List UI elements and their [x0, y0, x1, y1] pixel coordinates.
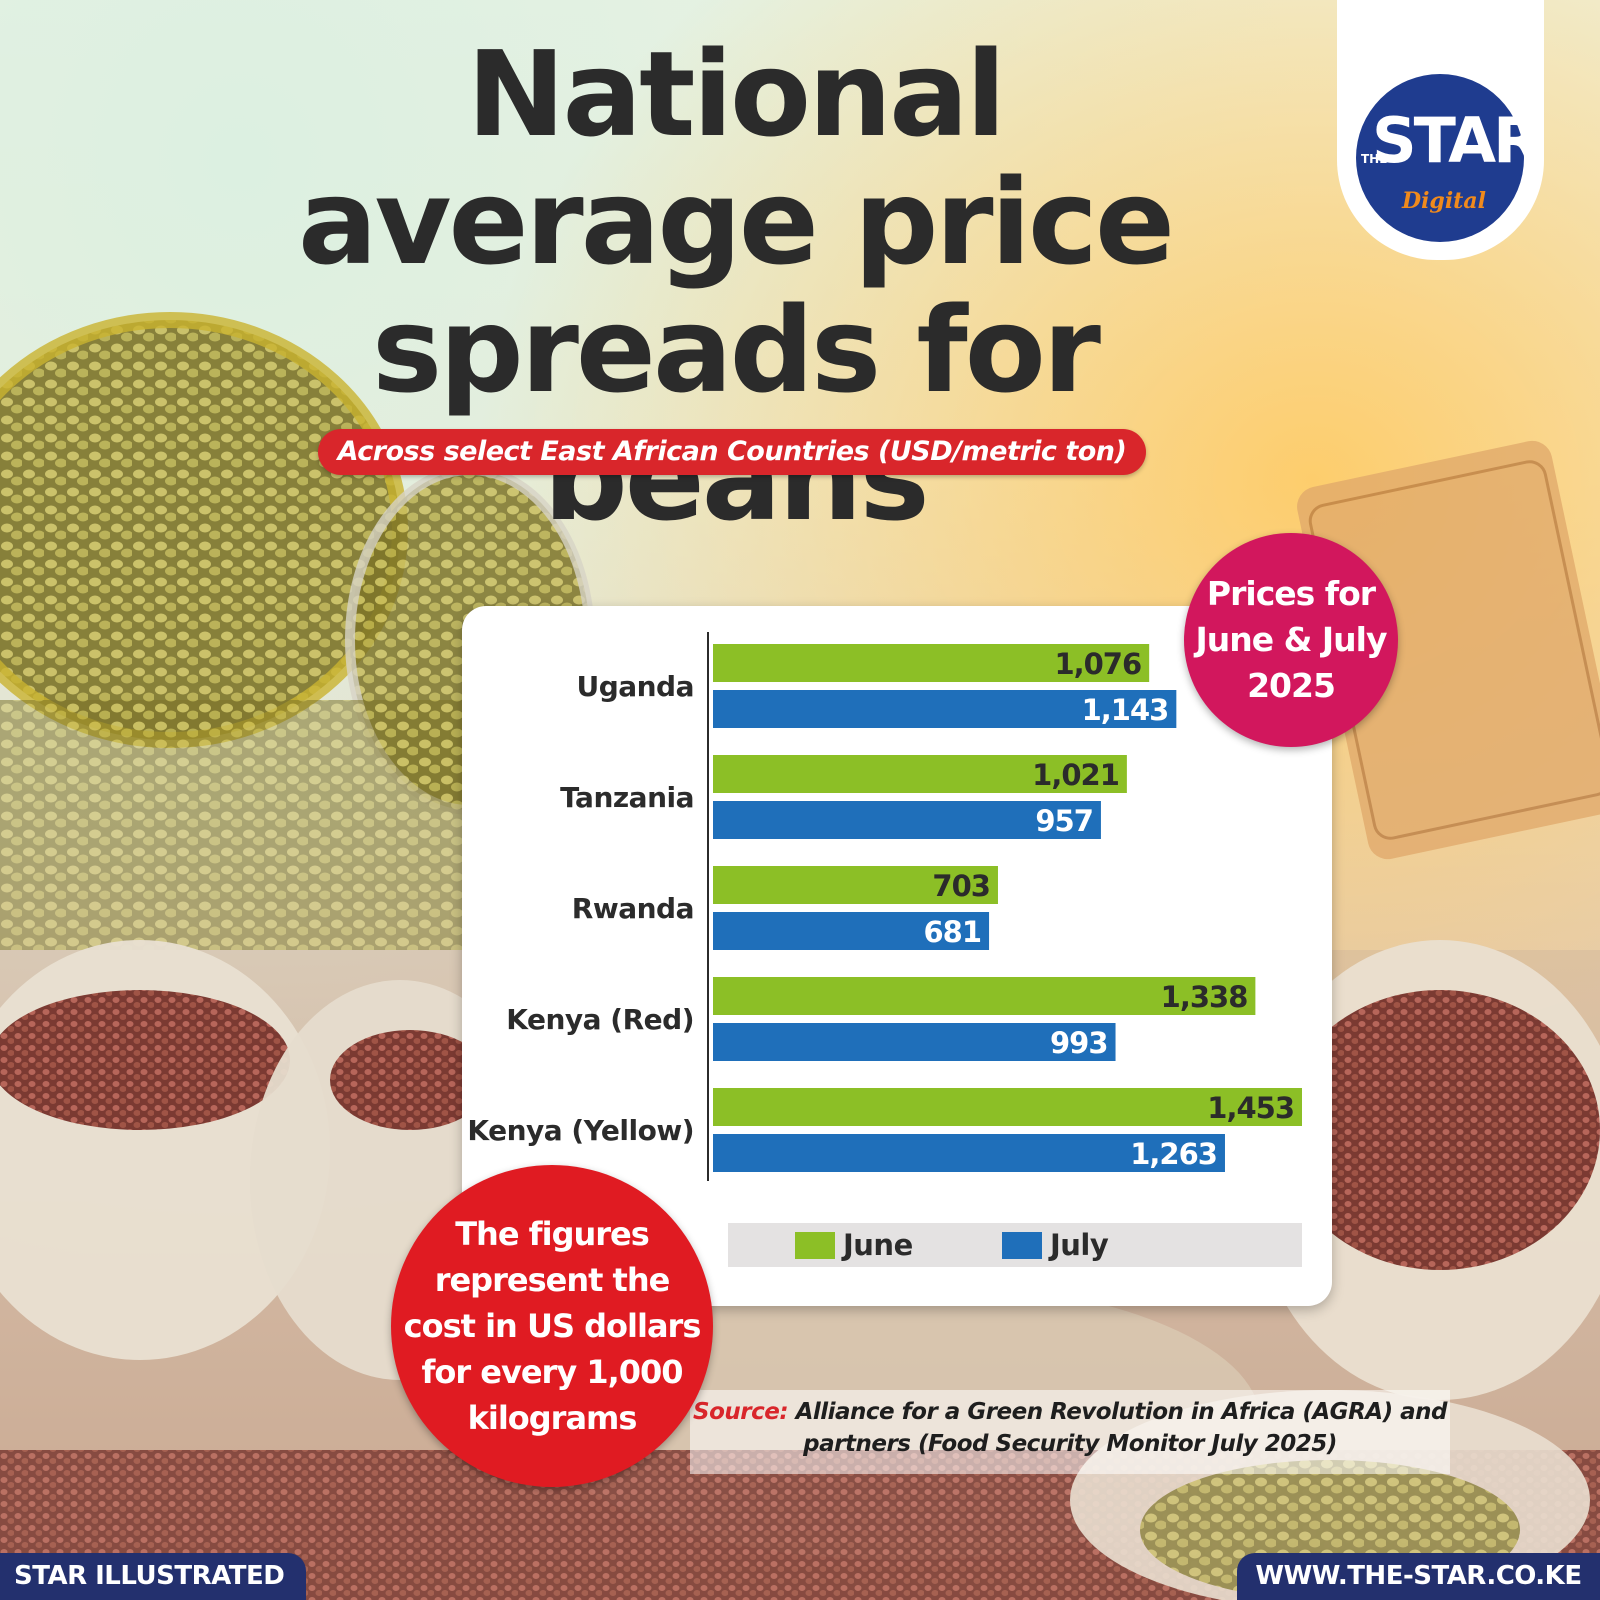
category-label: Kenya (Red) [506, 1003, 694, 1036]
chart-card: Uganda 1,076 1,143 Tanzania 1,021 957 Rwanda 70… [462, 606, 1332, 1306]
data-label-june: 1,021 [1032, 758, 1119, 792]
legend-label-june: June [843, 1228, 913, 1262]
bar-july [713, 912, 990, 950]
data-label-july: 993 [1050, 1026, 1108, 1060]
category-label: Kenya (Yellow) [467, 1114, 694, 1147]
data-label-july: 1,263 [1130, 1137, 1217, 1171]
legend-item-july: July [1002, 1228, 1109, 1262]
prices-period-badge: Prices for June & July 2025 [1184, 533, 1398, 747]
bar-june [713, 1088, 1302, 1126]
subtitle-pill: Across select East African Countries (US… [318, 429, 1146, 475]
data-label-june: 1,076 [1054, 647, 1141, 681]
legend-swatch-june [795, 1231, 835, 1259]
category-label: Tanzania [560, 781, 694, 814]
bar-chart: Uganda 1,076 1,143 Tanzania 1,021 957 Rwanda 70… [467, 632, 1302, 1181]
bar-june [713, 755, 1127, 793]
bar-june [713, 977, 1256, 1015]
legend-label-july: July [1050, 1228, 1109, 1262]
bar-july [713, 801, 1101, 839]
units-note-text: The figures represent the cost in US dol… [403, 1215, 702, 1437]
source-text: Alliance for a Green Revolution in Afric… [795, 1399, 1448, 1457]
data-label-july: 957 [1035, 804, 1093, 838]
category-label: Rwanda [572, 892, 694, 925]
footer-website-link[interactable]: WWW.THE-STAR.CO.KE [1237, 1553, 1600, 1600]
footer-star-illustrated: STAR ILLUSTRATED [0, 1553, 306, 1600]
data-label-july: 681 [924, 915, 982, 949]
logo-star-icon: ★ [1378, 128, 1391, 144]
page-title: National average price spreads for beans [297, 25, 1175, 547]
legend-swatch-july [1002, 1231, 1042, 1259]
logo-star-text: STAR [1372, 104, 1541, 177]
source-note: Source: Alliance for a Green Revolution … [690, 1390, 1450, 1474]
bar-june [713, 644, 1150, 682]
bar-june [713, 866, 998, 904]
bar-july [713, 690, 1177, 728]
logo-the-text: THE [1361, 152, 1388, 166]
data-label-june: 1,338 [1161, 980, 1248, 1014]
category-label: Uganda [576, 670, 694, 703]
data-label-june: 1,453 [1207, 1091, 1294, 1125]
bar-july [713, 1023, 1116, 1061]
prices-period-text: Prices for June & July 2025 [1195, 574, 1388, 705]
source-label: Source: [693, 1399, 789, 1425]
star-logo [1356, 74, 1524, 242]
bar-july [713, 1134, 1225, 1172]
data-label-june: 703 [932, 869, 990, 903]
units-note-badge: The figures represent the cost in US dol… [391, 1165, 713, 1487]
logo-digital-text: Digital [1402, 188, 1486, 214]
data-label-july: 1,143 [1082, 693, 1169, 727]
legend-item-june: June [795, 1228, 913, 1262]
